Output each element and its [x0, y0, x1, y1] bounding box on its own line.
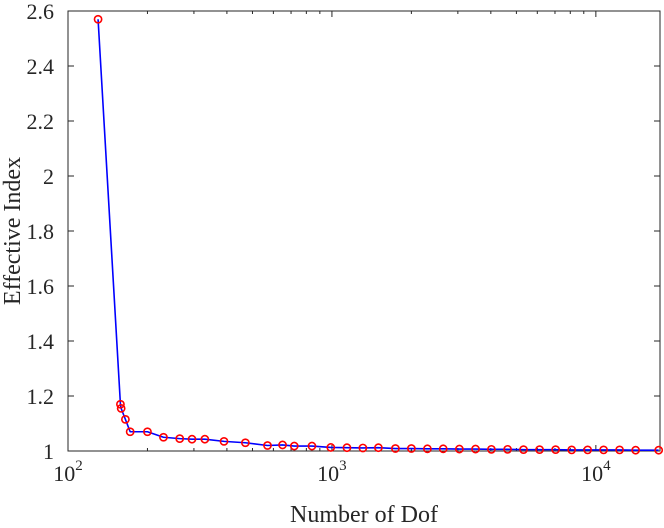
data-point [159, 432, 168, 442]
y-tick-label: 2.4 [27, 54, 55, 79]
data-point [583, 445, 593, 455]
y-tick-label: 1.8 [27, 219, 55, 244]
y-tick-label: 1.6 [27, 274, 55, 299]
data-point [200, 434, 210, 444]
x-tick-label-exponent: 2 [75, 458, 83, 474]
y-tick-label: 2 [43, 164, 54, 189]
data-point [391, 444, 400, 453]
data-point [358, 443, 368, 453]
data-point [125, 427, 135, 437]
x-tick-label: 102 [53, 458, 83, 486]
y-tick-label: 1.4 [27, 329, 55, 354]
data-point [599, 445, 609, 455]
series-layer [93, 14, 664, 455]
data-point [567, 445, 577, 455]
data-point [615, 445, 624, 455]
x-axis-title: Number of Dof [290, 502, 438, 528]
data-point [93, 14, 103, 24]
data-point [631, 445, 641, 455]
x-tick-label-base: 10 [317, 461, 339, 486]
data-point [519, 445, 528, 455]
y-tick-label: 1 [43, 439, 54, 464]
series-line [97, 19, 659, 451]
data-point [307, 441, 317, 451]
data-point [326, 443, 336, 452]
y-tick-label: 2.2 [27, 109, 55, 134]
data-point [240, 438, 250, 448]
data-point [187, 434, 197, 444]
x-tick-label: 104 [581, 458, 611, 486]
data-point [406, 444, 416, 453]
data-point [342, 443, 352, 453]
plot-area [67, 10, 661, 452]
data-point [219, 436, 229, 446]
data-point [143, 427, 152, 437]
data-point [422, 444, 432, 454]
data-point [503, 444, 512, 454]
x-tick-label: 103 [317, 458, 347, 486]
data-point [374, 443, 383, 453]
x-tick-label-base: 10 [53, 461, 75, 486]
data-point [116, 403, 126, 413]
data-point [121, 414, 130, 424]
x-tick-label-exponent: 3 [339, 458, 347, 474]
y-tick-label: 2.6 [27, 0, 55, 24]
y-axis-title: Effective Index [0, 157, 26, 305]
data-point [116, 399, 125, 409]
data-point [438, 444, 448, 454]
x-tick-label-base: 10 [581, 461, 603, 486]
y-axis-ticks: 1 1.2 1.4 1.6 1.8 2 2.2 2.4 2.6 [27, 0, 660, 464]
data-point [454, 444, 464, 454]
data-point [289, 441, 299, 451]
data-point [263, 441, 272, 450]
x-tick-label-exponent: 4 [603, 458, 611, 474]
data-point [278, 440, 287, 450]
y-tick-label: 1.2 [27, 384, 55, 409]
data-point [175, 434, 185, 444]
data-point [471, 444, 480, 454]
data-point [535, 445, 544, 455]
data-point [551, 445, 561, 455]
data-point [654, 445, 664, 455]
data-point [486, 444, 496, 454]
